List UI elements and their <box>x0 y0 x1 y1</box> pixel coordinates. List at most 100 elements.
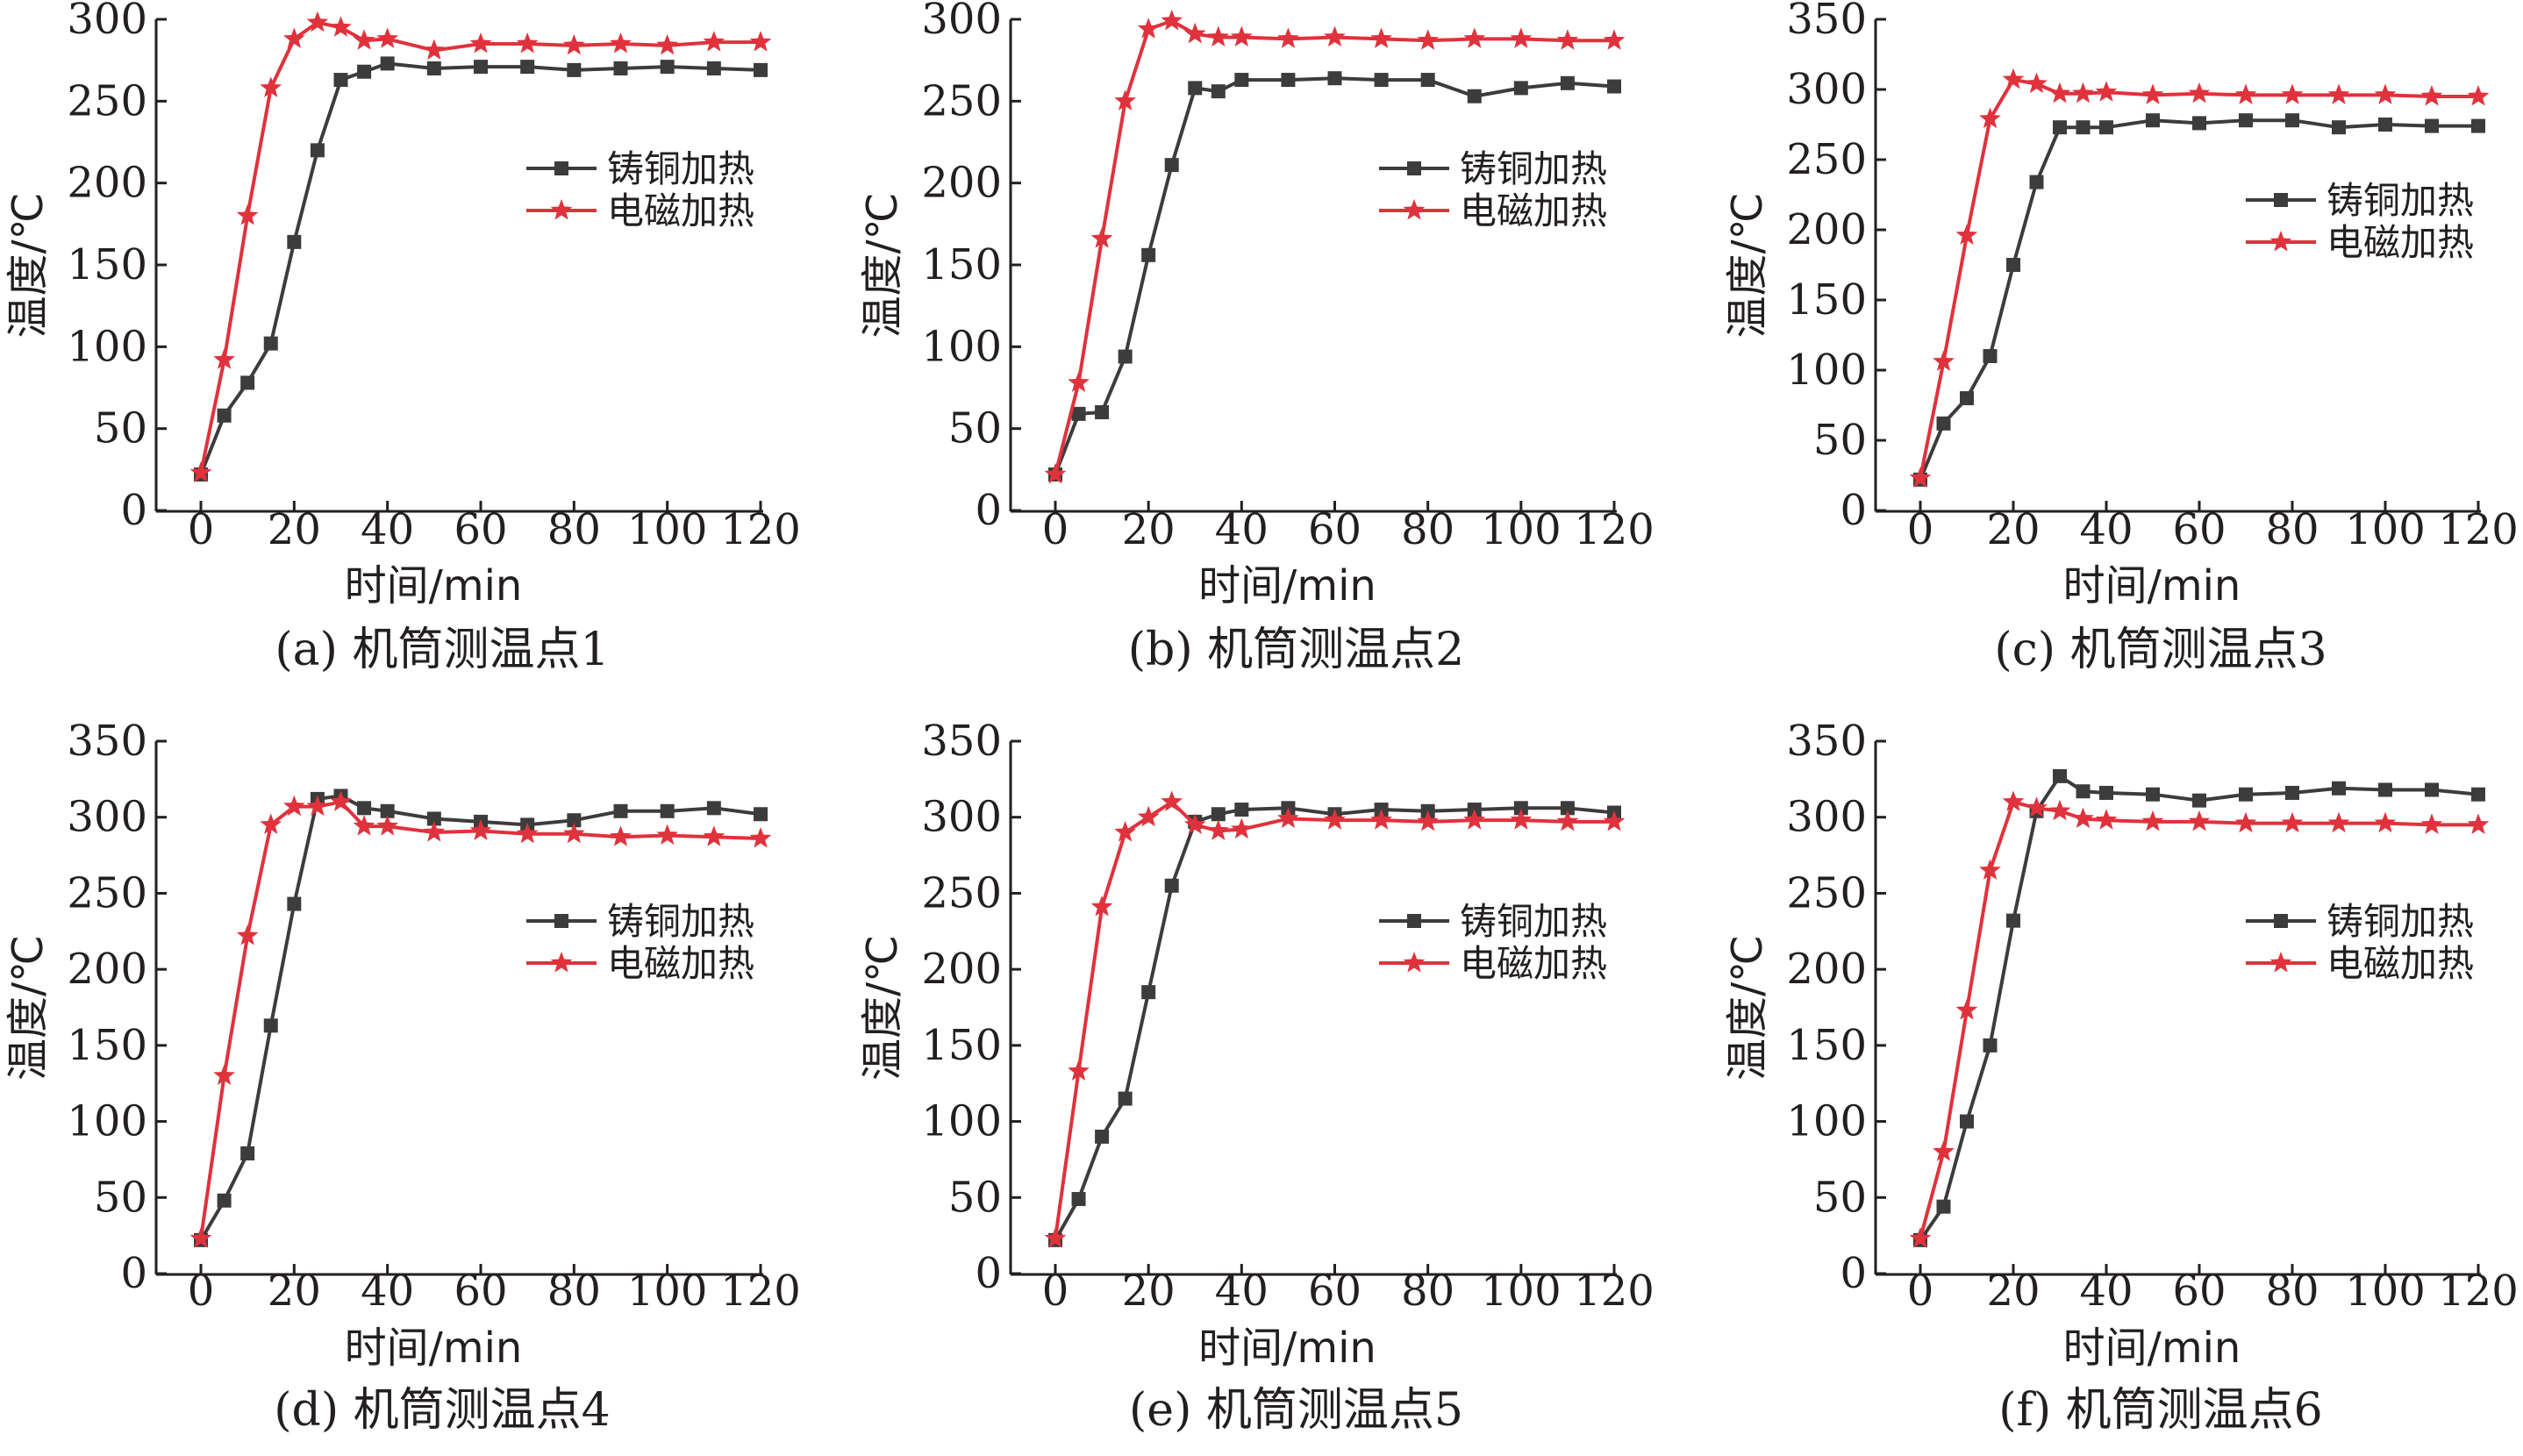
y-axis-title: 温度/℃ <box>858 192 907 338</box>
data-point <box>1513 81 1528 96</box>
data-point <box>1979 859 2001 880</box>
x-tick-label: 40 <box>2079 505 2133 554</box>
data-point <box>1211 84 1226 99</box>
x-tick-label: 60 <box>2172 505 2226 554</box>
data-point <box>376 27 399 48</box>
data-point <box>2029 175 2044 189</box>
data-point <box>1188 81 1203 96</box>
data-point <box>1118 349 1133 364</box>
data-point <box>236 204 259 225</box>
data-point <box>1370 27 1392 48</box>
legend-label: 电磁加热 <box>2326 221 2474 264</box>
series-line-2 <box>199 800 761 1239</box>
x-tick-label: 60 <box>454 505 507 554</box>
data-point <box>2234 83 2257 104</box>
x-tick-label: 40 <box>1215 505 1269 554</box>
y-tick-label: 250 <box>921 76 1002 125</box>
data-point <box>2332 781 2346 796</box>
y-tick-label: 150 <box>1786 1021 1867 1070</box>
chart-caption: (e) 机筒测温点5 <box>1129 1384 1463 1437</box>
legend-label: 铸铜加热 <box>607 147 754 190</box>
data-point <box>2188 810 2211 831</box>
data-point <box>426 61 441 75</box>
series-line-1 <box>1919 774 2479 1241</box>
data-point <box>2072 82 2094 103</box>
y-tick-label: 150 <box>67 1021 147 1070</box>
data-point <box>1909 467 1932 488</box>
legend-marker <box>2274 193 2288 207</box>
data-point <box>353 29 375 50</box>
chart-caption: (b) 机筒测温点2 <box>1128 624 1464 676</box>
data-point <box>2192 116 2206 131</box>
chart-caption: (d) 机筒测温点4 <box>274 1384 610 1437</box>
legend-label: 铸铜加热 <box>2326 900 2474 943</box>
data-point <box>2076 784 2091 799</box>
x-tick-label: 20 <box>1122 505 1176 554</box>
x-tick-label: 20 <box>1986 505 2040 554</box>
data-point <box>2425 782 2439 797</box>
x-tick-label: 120 <box>1574 1267 1655 1316</box>
data-point <box>330 16 352 37</box>
data-point <box>1560 801 1575 816</box>
y-tick-label: 350 <box>921 717 1002 766</box>
x-tick-label: 100 <box>627 505 708 554</box>
y-tick-label: 0 <box>975 1249 1002 1298</box>
data-point <box>282 27 305 48</box>
chart-caption: (c) 机筒测温点3 <box>1994 624 2326 676</box>
x-tick-label: 0 <box>1907 505 1934 554</box>
x-tick-label: 20 <box>1122 1267 1176 1316</box>
data-point <box>656 33 679 55</box>
data-point <box>2425 118 2439 133</box>
data-point <box>516 32 539 54</box>
x-tick-label: 40 <box>2079 1267 2133 1316</box>
data-point <box>1603 29 1626 50</box>
data-point <box>2146 787 2160 802</box>
data-point <box>236 924 259 946</box>
data-point <box>1556 810 1579 831</box>
data-point <box>1960 391 1974 405</box>
y-tick-label: 250 <box>1786 135 1867 184</box>
data-point <box>1955 224 1978 245</box>
legend-label: 电磁加热 <box>1460 942 1607 985</box>
y-tick-label: 300 <box>67 0 147 44</box>
y-axis-title: 温度/℃ <box>1723 935 1772 1081</box>
x-tick-label: 0 <box>1042 1267 1069 1316</box>
x-tick-label: 0 <box>1907 1267 1934 1316</box>
data-point <box>1068 1060 1090 1081</box>
data-point <box>2002 790 2025 811</box>
data-point <box>330 790 352 811</box>
legend-marker <box>550 199 573 220</box>
y-axis-title: 温度/℃ <box>4 192 53 338</box>
legend-label: 电磁加热 <box>1460 189 1607 232</box>
x-axis-title: 时间/min <box>2063 1324 2241 1373</box>
data-point <box>1417 810 1440 831</box>
x-tick-label: 60 <box>454 1267 507 1316</box>
y-tick-label: 150 <box>1786 275 1867 325</box>
data-point <box>1230 817 1253 839</box>
data-point <box>1324 809 1346 830</box>
data-point <box>2327 811 2350 833</box>
data-point <box>1955 998 1978 1020</box>
y-tick-label: 0 <box>1840 1249 1867 1298</box>
data-point <box>263 336 278 351</box>
y-tick-label: 300 <box>921 0 1002 44</box>
x-tick-label: 80 <box>547 1267 601 1316</box>
data-point <box>749 826 772 848</box>
data-point <box>1327 71 1342 86</box>
x-tick-label: 100 <box>1481 1267 1562 1316</box>
legend-label: 电磁加热 <box>2326 942 2474 985</box>
data-point <box>1114 89 1136 111</box>
y-tick-label: 0 <box>120 486 147 535</box>
data-point <box>2141 810 2164 831</box>
data-point <box>1068 371 1090 392</box>
data-point <box>520 60 535 75</box>
data-point <box>1234 73 1249 88</box>
data-point <box>2471 118 2485 133</box>
data-point <box>282 795 305 817</box>
data-point <box>2192 793 2206 808</box>
